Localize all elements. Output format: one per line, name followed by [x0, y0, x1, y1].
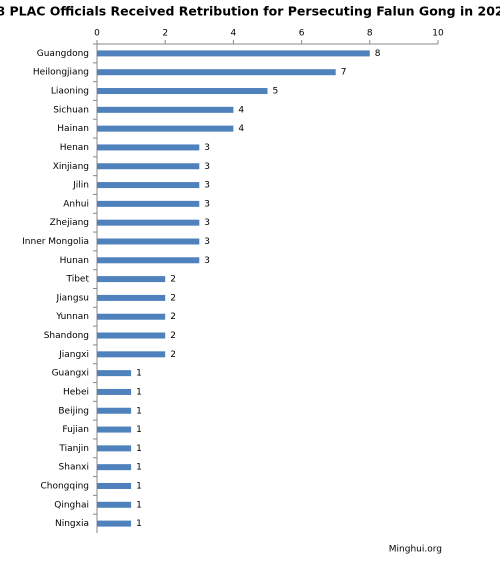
- data-label: 3: [204, 218, 210, 228]
- bar: [97, 351, 166, 358]
- bar: [97, 200, 200, 207]
- x-tick-label: 6: [299, 29, 305, 39]
- y-tick-label: Tianjin: [58, 444, 89, 454]
- y-tick-label: Hainan: [57, 124, 89, 134]
- y-tick-label: Shanxi: [59, 463, 89, 473]
- bar: [97, 69, 336, 76]
- y-tick-label: Beijing: [58, 406, 89, 416]
- bar: [97, 219, 200, 226]
- data-label: 3: [204, 143, 210, 153]
- data-label: 2: [170, 350, 176, 360]
- data-label: 3: [204, 199, 210, 209]
- bar: [97, 370, 132, 377]
- bar: [97, 482, 132, 489]
- data-label: 1: [136, 369, 142, 379]
- y-tick-label: Heilongjiang: [33, 68, 89, 78]
- data-label: 3: [204, 162, 210, 172]
- data-label: 1: [136, 425, 142, 435]
- data-label: 1: [136, 463, 142, 473]
- data-label: 5: [273, 87, 279, 97]
- bar: [97, 238, 200, 245]
- y-tick-label: Guangxi: [52, 369, 89, 379]
- chart-title: 68 PLAC Officials Received Retribution f…: [0, 4, 500, 19]
- data-label: 4: [238, 105, 244, 115]
- bar: [97, 332, 166, 339]
- x-tick-label: 10: [432, 29, 444, 39]
- y-tick-label: Jiangsu: [56, 293, 89, 303]
- y-tick-label: Shandong: [44, 331, 89, 341]
- y-tick-label: Guangdong: [37, 49, 89, 59]
- bar: [97, 520, 132, 527]
- y-tick-label: Xinjiang: [53, 162, 89, 172]
- y-tick-label: Qinghai: [54, 500, 89, 510]
- y-tick-label: Ningxia: [55, 519, 89, 529]
- bar: [97, 464, 132, 471]
- x-tick-label: 4: [231, 29, 237, 39]
- x-tick-label: 8: [367, 29, 373, 39]
- footer: Minghui.org: [389, 545, 442, 555]
- bar: [97, 50, 370, 57]
- y-tick-label: Jiangxi: [58, 350, 89, 360]
- y-tick-label: Fujian: [62, 425, 89, 435]
- y-tick-label: Henan: [60, 143, 89, 153]
- data-label: 3: [204, 256, 210, 266]
- y-tick-label: Sichuan: [53, 105, 89, 115]
- bar: [97, 144, 200, 151]
- data-label: 1: [136, 444, 142, 454]
- bar: [97, 257, 200, 264]
- bar: [97, 294, 166, 301]
- bar: [97, 88, 268, 95]
- bar: [97, 182, 200, 189]
- data-label: 2: [170, 275, 176, 285]
- y-tick-label: Hunan: [60, 256, 89, 266]
- data-label: 2: [170, 312, 176, 322]
- bar: [97, 313, 166, 320]
- data-label: 4: [238, 124, 244, 134]
- bar: [97, 125, 234, 132]
- bar: [97, 163, 200, 170]
- y-tick-label: Liaoning: [51, 87, 89, 97]
- data-label: 2: [170, 331, 176, 341]
- y-tick-label: Tibet: [66, 275, 90, 285]
- y-tick-label: Hebei: [63, 387, 89, 397]
- data-label: 1: [136, 387, 142, 397]
- bar: [97, 445, 132, 452]
- x-tick-label: 2: [162, 29, 168, 39]
- y-tick-label: Zhejiang: [50, 218, 89, 228]
- data-label: 1: [136, 481, 142, 491]
- data-label: 1: [136, 519, 142, 529]
- data-label: 8: [375, 49, 381, 59]
- data-label: 7: [341, 68, 347, 78]
- data-label: 1: [136, 500, 142, 510]
- bar: [97, 426, 132, 433]
- data-label: 1: [136, 406, 142, 416]
- bar: [97, 388, 132, 395]
- data-label: 2: [170, 293, 176, 303]
- y-tick-label: Anhui: [63, 199, 89, 209]
- y-tick-label: Inner Mongolia: [22, 237, 89, 247]
- bar: [97, 407, 132, 414]
- bar: [97, 106, 234, 113]
- bar: [97, 501, 132, 508]
- y-tick-label: Yunnan: [55, 312, 89, 322]
- bar: [97, 276, 166, 283]
- data-label: 3: [204, 237, 210, 247]
- data-label: 3: [204, 181, 210, 191]
- y-tick-label: Chongqing: [40, 481, 89, 491]
- x-tick-label: 0: [94, 29, 100, 39]
- y-tick-label: Jilin: [72, 181, 89, 191]
